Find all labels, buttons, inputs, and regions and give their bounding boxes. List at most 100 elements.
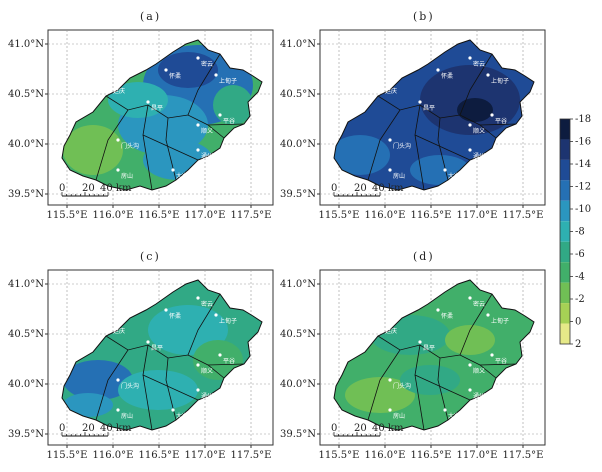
station-marker	[196, 148, 200, 152]
scalebar-label-end: 40 km	[100, 183, 132, 194]
lat-tick-label: 41.0°N	[8, 279, 44, 290]
colorbar-swatch	[560, 303, 570, 324]
city-label: 平谷	[223, 117, 235, 125]
city-label: 上甸子	[219, 317, 237, 325]
station-marker	[380, 323, 384, 327]
colorbar-swatch	[560, 139, 570, 160]
panel-a	[47, 29, 274, 206]
station-marker	[490, 353, 494, 357]
city-label: 上甸子	[491, 77, 509, 85]
lat-tick-label: 39.5°N	[8, 429, 44, 440]
lon-tick-label: 116.5°E	[139, 450, 180, 461]
lon-tick-label: 117.5°E	[231, 210, 272, 221]
colorbar-tick-label: 0	[575, 317, 581, 328]
city-label: 顺义	[473, 368, 485, 375]
lat-tick-label: 39.5°N	[280, 429, 316, 440]
city-label: 平谷	[495, 117, 507, 125]
lat-tick-label: 40.0°N	[8, 139, 44, 150]
station-marker	[418, 100, 422, 104]
city-label: 门头沟	[121, 382, 139, 390]
colorbar-swatch	[560, 241, 570, 263]
city-label: 密云	[201, 300, 213, 308]
colorbar-tick-label: -4	[575, 272, 585, 283]
station-marker	[436, 68, 440, 72]
lon-tick-label: 117.0°E	[457, 450, 498, 461]
scalebar-label-zero: 0	[331, 183, 337, 194]
lon-tick-label: 116.0°E	[93, 210, 134, 221]
station-marker	[196, 363, 200, 367]
station-marker	[388, 168, 392, 172]
city-label: 平谷	[495, 357, 507, 365]
city-label: 昌平	[151, 105, 163, 112]
station-marker	[108, 83, 112, 87]
station-marker	[171, 168, 175, 172]
lat-tick-label: 40.5°N	[8, 329, 44, 340]
station-marker	[468, 123, 472, 127]
lon-tick-label: 115.5°E	[319, 450, 360, 461]
city-label: 大兴	[448, 412, 460, 420]
lon-tick-label: 116.5°E	[411, 210, 452, 221]
lon-tick-label: 116.0°E	[365, 210, 406, 221]
station-marker	[146, 100, 150, 104]
city-label: 怀柔	[441, 72, 453, 80]
scalebar-label-zero: 0	[331, 423, 337, 434]
panel-title-c: (c)	[140, 250, 161, 263]
lon-tick-label: 115.5°E	[319, 210, 360, 221]
station-marker	[486, 73, 490, 77]
colorbar-tick-label: -16	[575, 137, 591, 148]
city-label: 顺义	[201, 368, 213, 375]
colorbar: -18 -16 -14 -12 -10 -8 -6 -4 -2 0 2	[559, 114, 591, 350]
station-marker	[108, 323, 112, 327]
city-label: 昌平	[151, 345, 163, 352]
lat-tick-label: 41.0°N	[280, 279, 316, 290]
city-label: 怀柔	[169, 312, 181, 320]
station-marker	[468, 388, 472, 392]
station-marker	[468, 296, 472, 300]
station-marker	[388, 378, 392, 382]
colorbar-tick-label: -10	[575, 204, 591, 215]
colorbar-swatch	[560, 119, 570, 140]
station-marker	[146, 340, 150, 344]
station-marker	[196, 388, 200, 392]
panel-title-a: (a)	[140, 10, 162, 23]
station-marker	[490, 113, 494, 117]
lat-tick-label: 39.5°N	[8, 189, 44, 200]
station-marker	[388, 138, 392, 142]
station-marker	[468, 363, 472, 367]
lon-tick-label: 117.5°E	[503, 450, 544, 461]
lat-tick-label: 40.0°N	[280, 139, 316, 150]
station-marker	[468, 148, 472, 152]
scalebar-label-end: 40 km	[372, 423, 404, 434]
scalebar-label-end: 40 km	[372, 183, 404, 194]
lon-tick-label: 117.0°E	[457, 210, 498, 221]
city-label: 顺义	[201, 128, 213, 135]
lon-tick-label: 117.5°E	[231, 450, 272, 461]
station-marker	[443, 168, 447, 172]
panel-title-d: (d)	[413, 250, 435, 263]
city-label: 通州	[473, 152, 485, 160]
city-label: 通州	[201, 392, 213, 400]
station-marker	[418, 340, 422, 344]
colorbar-tick-label: -12	[575, 182, 591, 193]
station-marker	[436, 308, 440, 312]
station-marker	[388, 408, 392, 412]
city-label: 上甸子	[491, 317, 509, 325]
colorbar-tick-label: -8	[575, 227, 585, 238]
lon-tick-label: 117.5°E	[503, 210, 544, 221]
panel-d	[319, 269, 546, 446]
station-marker	[214, 73, 218, 77]
city-label: 房山	[121, 172, 133, 180]
station-marker	[214, 313, 218, 317]
station-marker	[443, 408, 447, 412]
colorbar-swatch	[560, 323, 570, 344]
city-label: 房山	[393, 172, 405, 180]
city-label: 延庆	[385, 327, 397, 335]
lon-tick-label: 115.5°E	[47, 210, 88, 221]
city-label: 延庆	[113, 327, 125, 335]
station-marker	[116, 378, 120, 382]
city-label: 顺义	[473, 128, 485, 135]
scalebar-label-mid: 20	[354, 423, 367, 434]
city-label: 大兴	[176, 412, 188, 420]
city-label: 昌平	[423, 105, 435, 112]
city-label: 房山	[393, 412, 405, 420]
